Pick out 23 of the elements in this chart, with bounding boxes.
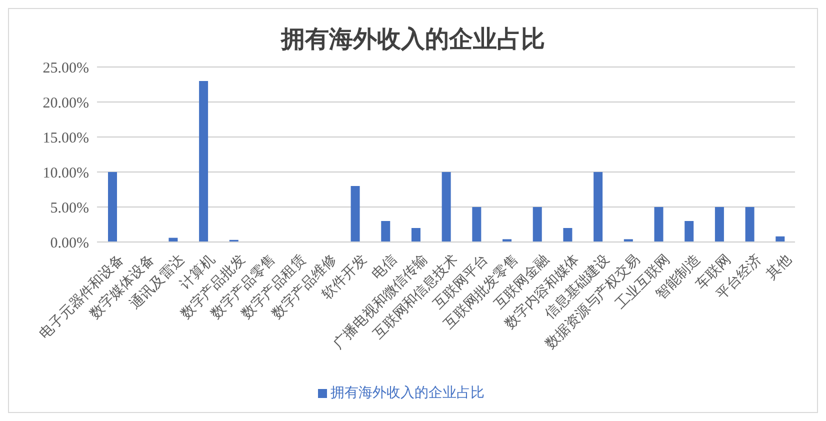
bar <box>654 207 664 242</box>
bar <box>594 172 603 242</box>
bar <box>532 207 542 242</box>
y-tick-label: 20.00% <box>42 95 89 112</box>
chart-title: 拥有海外收入的企业占比 <box>280 26 546 55</box>
bar <box>472 207 482 242</box>
y-tick-label: 25.00% <box>42 60 89 76</box>
y-tick-label: 5.00% <box>50 200 89 216</box>
legend-label: 拥有海外收入的企业占比 <box>330 386 484 401</box>
y-tick-label: 15.00% <box>42 130 89 146</box>
bar <box>745 207 754 242</box>
bar <box>684 221 694 242</box>
bar <box>442 172 451 242</box>
bar <box>199 81 208 242</box>
y-tick-label: 10.00% <box>42 165 89 182</box>
bar <box>411 228 420 242</box>
bar <box>381 221 390 242</box>
bar <box>714 207 724 242</box>
x-tick-label: 其他 <box>764 252 795 283</box>
y-tick-label: 0.00% <box>50 235 89 252</box>
bar <box>108 172 117 242</box>
bar <box>350 186 360 242</box>
bar <box>563 228 572 242</box>
